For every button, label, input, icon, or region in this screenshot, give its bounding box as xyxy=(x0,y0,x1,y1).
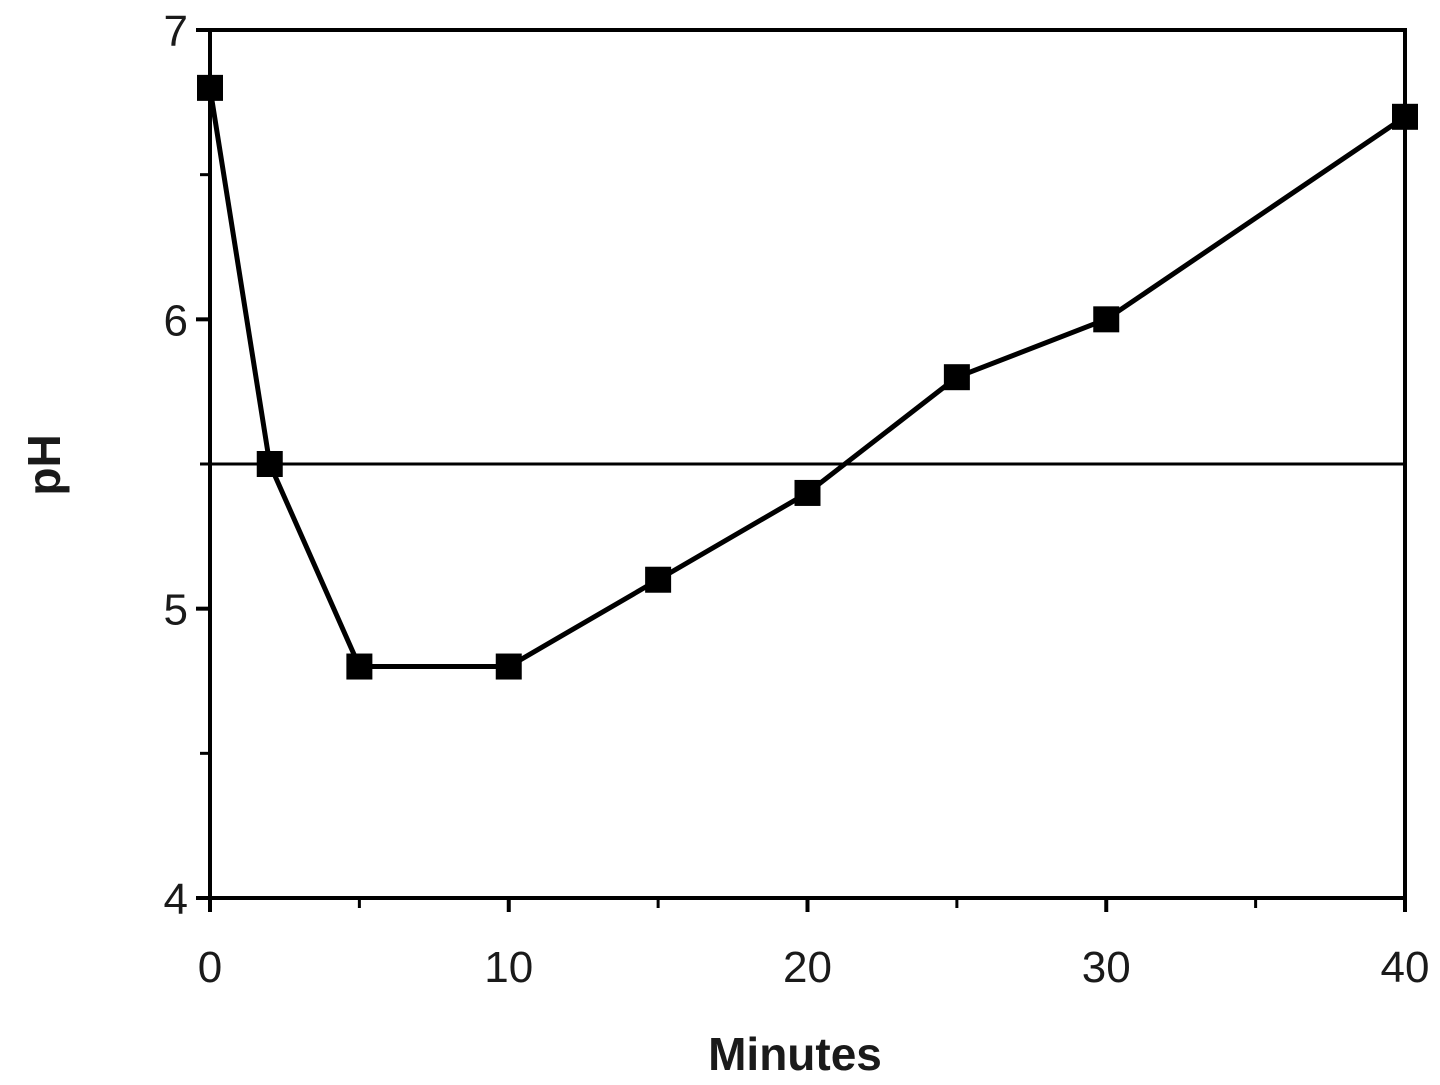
x-tick-label: 40 xyxy=(1381,943,1430,992)
data-point xyxy=(943,364,970,391)
y-tick-label: 6 xyxy=(164,296,188,345)
y-axis-title: pH xyxy=(18,434,70,495)
data-point xyxy=(1392,103,1418,130)
data-point xyxy=(256,451,283,477)
data-point xyxy=(495,653,522,680)
x-axis-title: Minutes xyxy=(708,1028,882,1080)
series-layer xyxy=(197,74,1418,680)
data-point xyxy=(1093,306,1120,333)
series-line xyxy=(207,87,1407,670)
y-tick-label: 7 xyxy=(164,7,188,56)
data-point xyxy=(197,74,223,101)
x-tick-label: 10 xyxy=(484,943,533,992)
y-tick-label: 5 xyxy=(164,586,188,635)
x-tick-label: 20 xyxy=(783,943,832,992)
x-tick-label: 0 xyxy=(198,943,222,992)
axis-ticks xyxy=(196,28,1407,912)
y-tick-label: 4 xyxy=(164,875,188,924)
data-point xyxy=(346,653,373,680)
data-point xyxy=(645,566,672,593)
axis-tick-labels: 0 10 20 30 40 4 5 6 7 xyxy=(164,7,1430,992)
data-point xyxy=(794,479,821,506)
x-tick-label: 30 xyxy=(1082,943,1131,992)
